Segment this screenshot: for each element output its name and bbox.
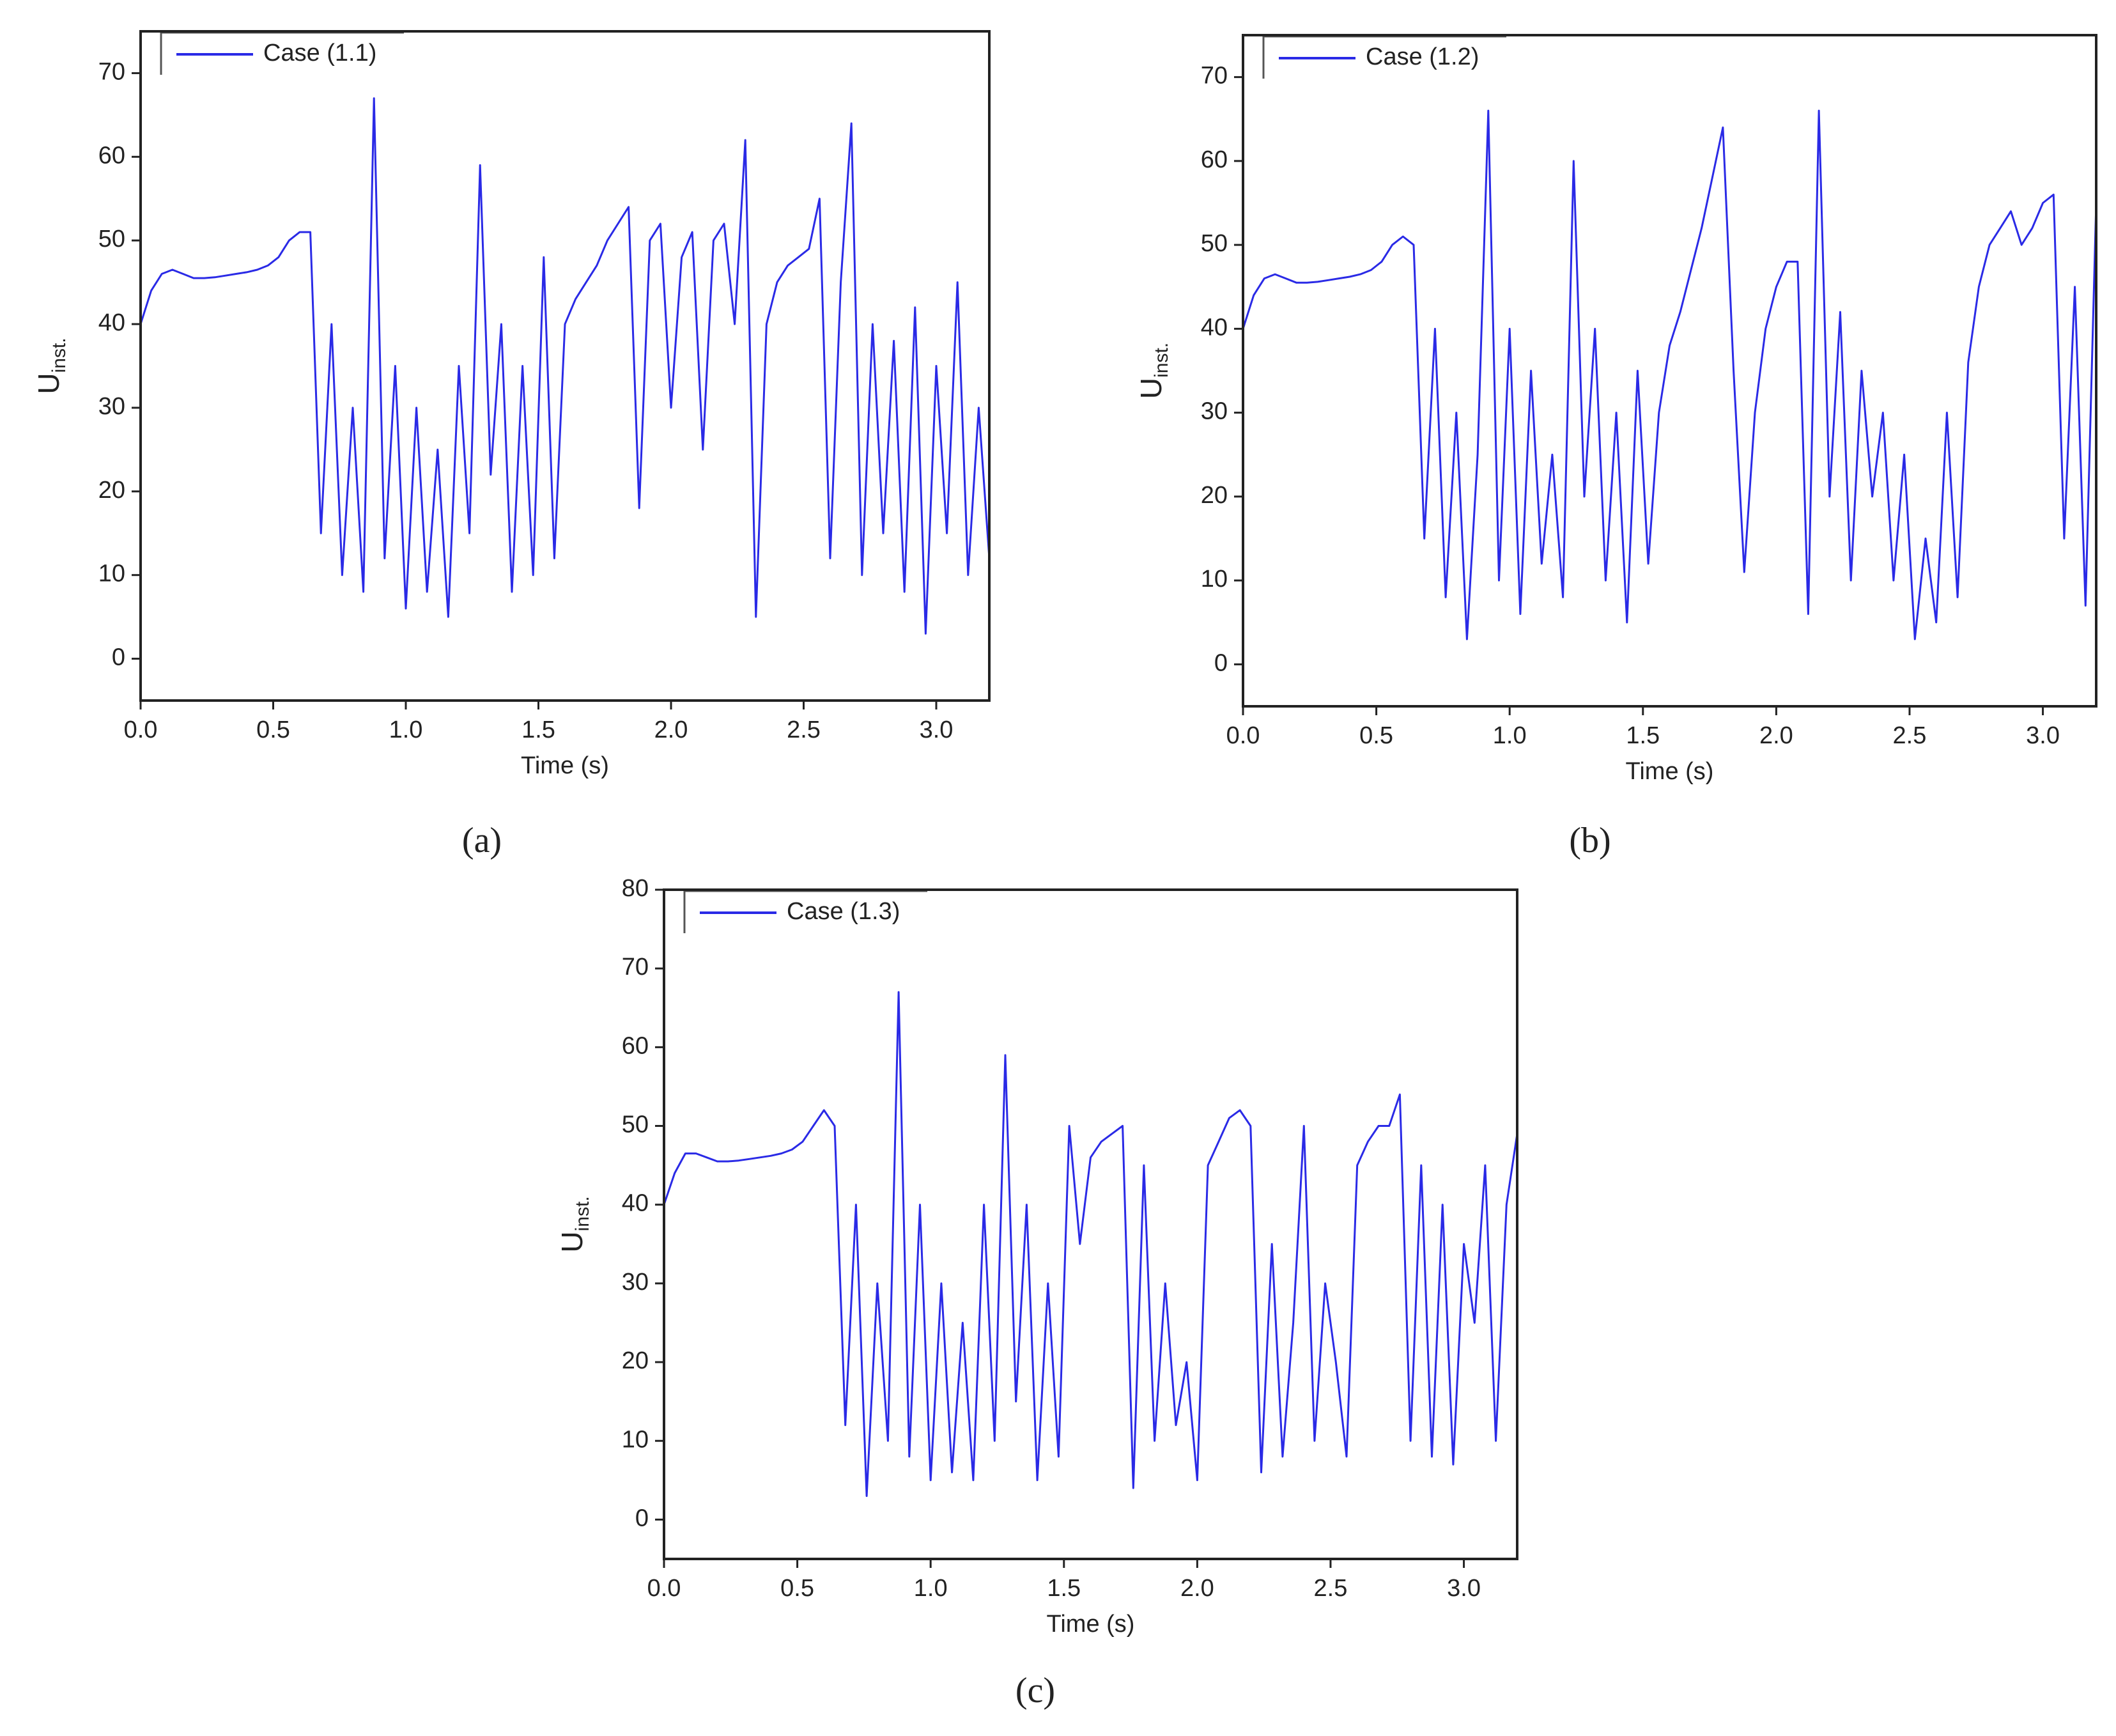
panel-label: (c) (1016, 1671, 1055, 1710)
y-tick-label: 30 (98, 393, 125, 420)
y-axis-subscript: inst. (49, 337, 70, 373)
y-tick-label: 60 (1201, 146, 1228, 173)
y-tick-label: 10 (98, 561, 125, 587)
subplot: 0 10 20 30 40 50 60 70 0.0 0.5 1.0 1.5 2.0 2.5 3.0 Case… (1134, 34, 2097, 860)
x-tick-label: 1.5 (1626, 722, 1660, 749)
y-tick-label: 30 (1201, 398, 1228, 425)
x-tick-label: 1.5 (1047, 1575, 1081, 1602)
x-tick-label: 3.0 (920, 717, 954, 743)
y-tick-label: 20 (622, 1347, 649, 1374)
y-tick-label: 70 (622, 954, 649, 980)
panel-label: (a) (462, 821, 502, 860)
y-tick-label: 10 (622, 1426, 649, 1453)
y-tick-label: 50 (1201, 230, 1228, 257)
y-axis-label: Uinst. (1134, 343, 1172, 399)
y-axis-symbol: U (1134, 378, 1168, 399)
y-axis-symbol: U (555, 1231, 589, 1252)
data-line (1242, 109, 2097, 640)
x-tick-label: 0.5 (780, 1575, 814, 1602)
x-tick-label: 2.0 (1759, 722, 1793, 749)
x-tick-label: 2.5 (1314, 1575, 1348, 1602)
x-tick-label: 1.0 (1493, 722, 1527, 749)
x-tick-label: 3.0 (1447, 1575, 1481, 1602)
panel-label: (b) (1569, 821, 1610, 860)
y-tick-label: 20 (1201, 482, 1228, 509)
y-tick-label: 20 (98, 477, 125, 504)
y-tick-label: 60 (98, 142, 125, 169)
y-tick-label: 30 (622, 1269, 649, 1296)
y-axis-label: Uinst. (32, 337, 70, 394)
x-tick-label: 0.5 (1359, 722, 1393, 749)
y-tick-label: 80 (622, 875, 649, 902)
x-tick-label: 0.0 (1226, 722, 1260, 749)
y-tick-label: 0 (1214, 649, 1228, 676)
y-tick-label: 60 (622, 1032, 649, 1059)
plot-frame (663, 888, 1518, 1560)
data-line (139, 97, 991, 635)
plot-frame (139, 30, 991, 702)
subplot: 0 10 20 30 40 50 60 70 80 0.0 0.5 1.0 1.5 2.0 2.5 3.0 Ca… (555, 875, 1518, 1710)
plot-frame (1242, 34, 2097, 708)
x-tick-label: 2.5 (1893, 722, 1927, 749)
x-tick-label: 2.0 (1180, 1575, 1214, 1602)
x-tick-label: 1.0 (389, 717, 423, 743)
y-tick-label: 40 (1201, 314, 1228, 341)
y-tick-label: 70 (98, 58, 125, 85)
x-tick-label: 0.0 (647, 1575, 681, 1602)
x-tick-label: 0.0 (124, 717, 158, 743)
x-axis-label: Time (s) (1626, 758, 1714, 785)
y-axis-label: Uinst. (555, 1196, 593, 1252)
x-tick-label: 2.0 (654, 717, 688, 743)
legend-label: Case (1.1) (263, 40, 376, 66)
legend-label: Case (1.3) (787, 898, 900, 925)
data-line (663, 991, 1518, 1497)
x-axis-label: Time (s) (1047, 1611, 1135, 1638)
y-tick-label: 70 (1201, 63, 1228, 89)
y-axis-symbol: U (32, 373, 65, 394)
y-axis-subscript: inst. (1151, 343, 1172, 378)
y-tick-label: 0 (635, 1505, 649, 1531)
subplot: 0 10 20 30 40 50 60 70 0.0 0.5 1.0 1.5 2.0 2.5 3.0 Case… (32, 30, 991, 860)
y-tick-label: 40 (622, 1190, 649, 1217)
x-tick-label: 3.0 (2026, 722, 2060, 749)
y-tick-label: 50 (98, 226, 125, 252)
x-tick-label: 2.5 (787, 717, 821, 743)
y-tick-label: 50 (622, 1112, 649, 1138)
y-tick-label: 0 (112, 644, 125, 671)
y-axis-subscript: inst. (572, 1196, 593, 1231)
y-tick-label: 10 (1201, 566, 1228, 593)
x-axis-label: Time (s) (521, 752, 609, 779)
x-tick-label: 0.5 (256, 717, 290, 743)
legend-label: Case (1.2) (1366, 43, 1479, 70)
x-tick-label: 1.0 (914, 1575, 948, 1602)
y-tick-label: 40 (98, 309, 125, 336)
x-tick-label: 1.5 (521, 717, 555, 743)
